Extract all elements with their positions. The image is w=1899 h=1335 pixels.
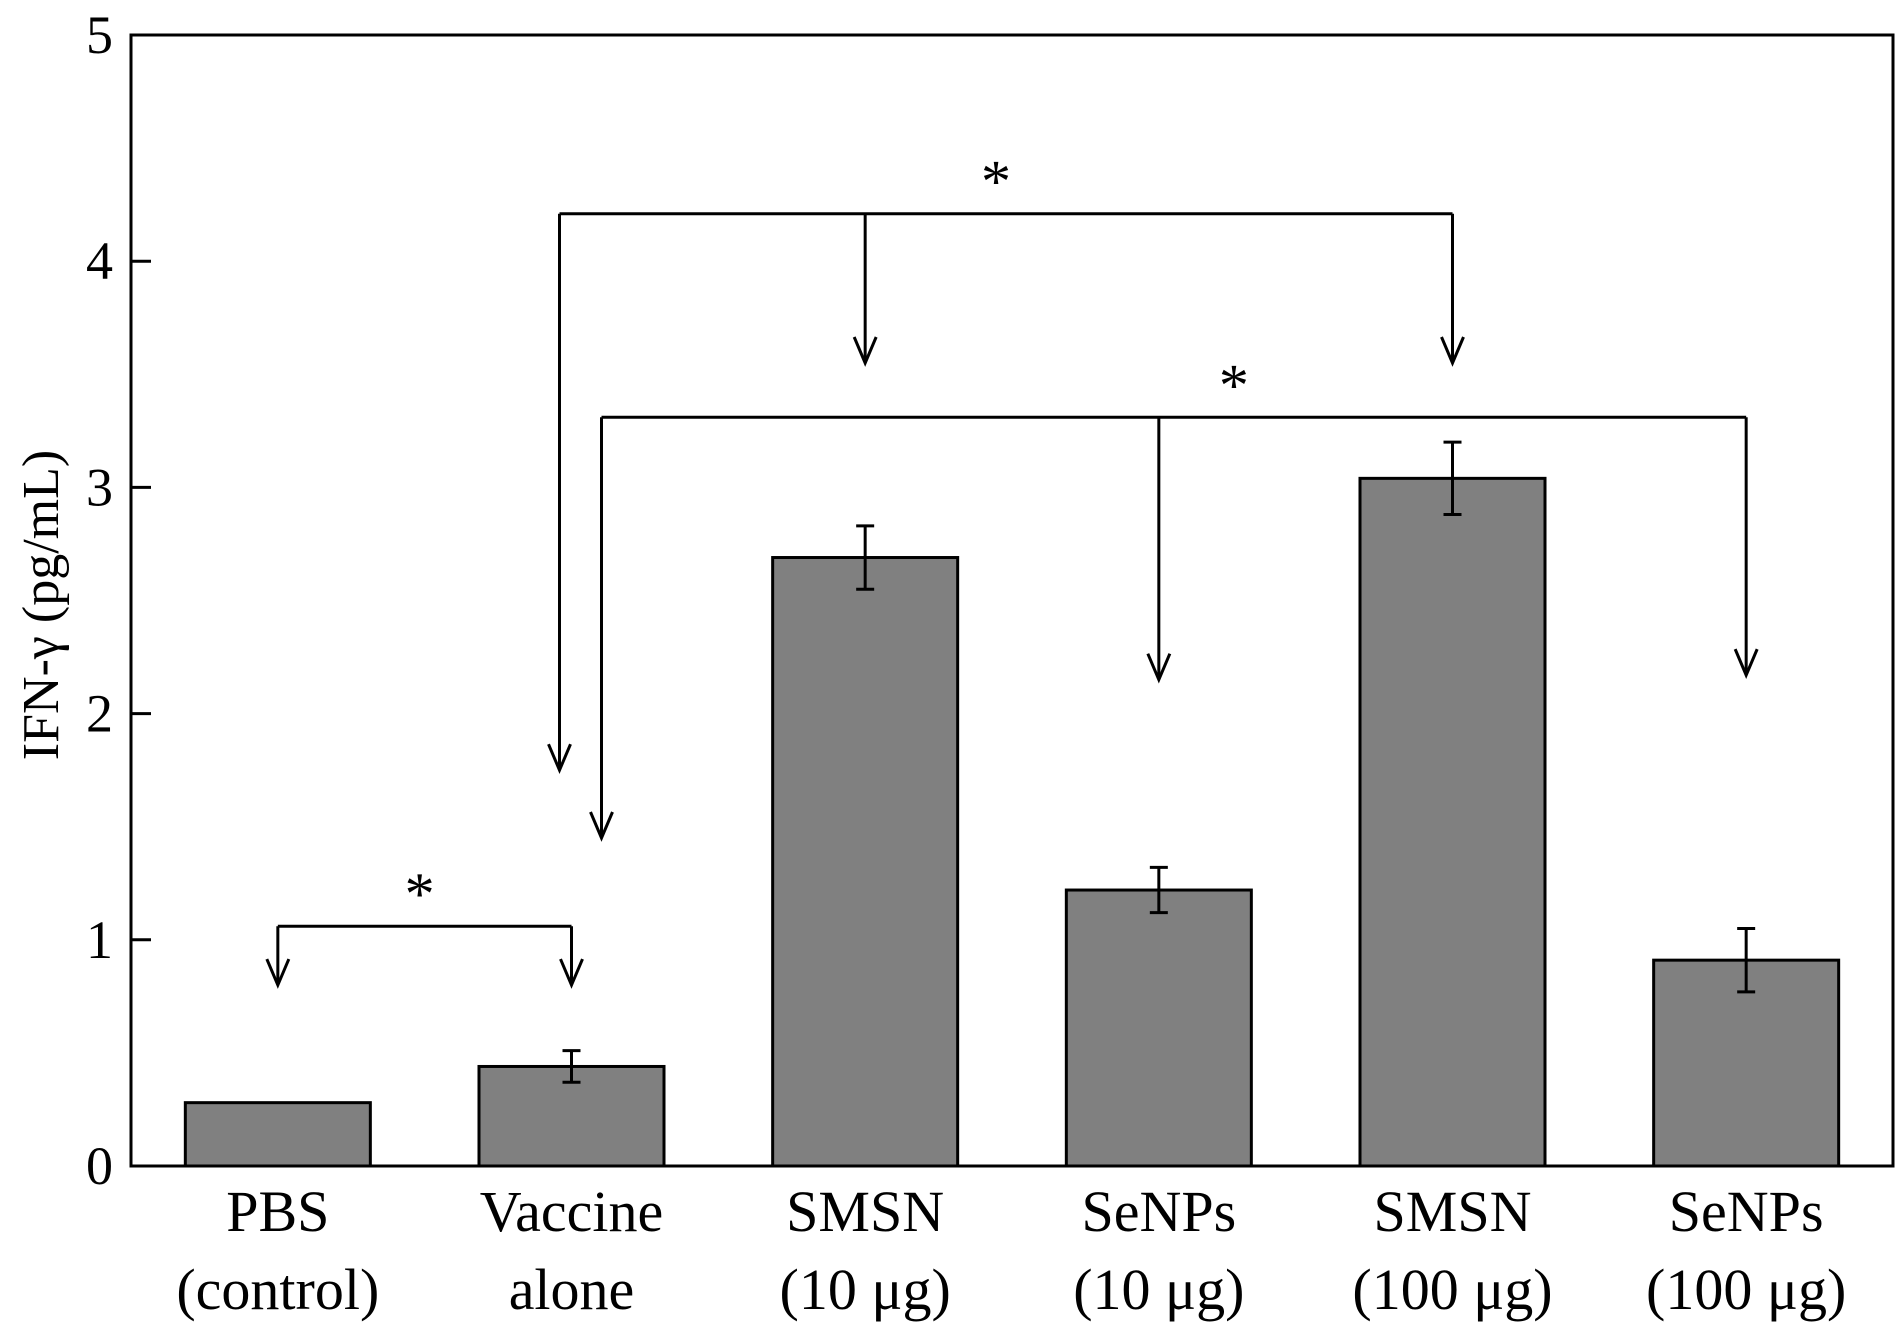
bar — [183, 1101, 372, 1168]
y-tick-label: 1 — [86, 910, 113, 970]
x-tick-label: (10 μg) — [1073, 1257, 1244, 1322]
significance-brackets: * * * — [265, 149, 1759, 989]
y-tick-label: 0 — [86, 1136, 113, 1196]
significance-star: * — [1219, 352, 1249, 418]
x-axis: PBS (control) Vaccine alone SMSN (10 μg) SeNPs… — [176, 1179, 1846, 1322]
x-tick-label: (control) — [176, 1257, 379, 1322]
significance-star: * — [981, 149, 1011, 215]
plot-frame — [129, 33, 1895, 1168]
x-tick-label: (10 μg) — [780, 1257, 951, 1322]
x-tick-label: SeNPs — [1081, 1179, 1236, 1244]
x-tick-label: SMSN — [1374, 1179, 1532, 1244]
x-tick-label: alone — [509, 1257, 635, 1322]
arrowhead — [1733, 648, 1759, 679]
x-tick-label: SeNPs — [1669, 1179, 1824, 1244]
arrowhead — [852, 336, 878, 367]
arrowhead — [1146, 653, 1172, 684]
plot-area — [129, 33, 1895, 1168]
bar — [1358, 476, 1547, 1168]
arrowhead — [589, 811, 614, 842]
bars — [183, 440, 1841, 1168]
y-tick-label: 4 — [86, 231, 113, 291]
significance-star: * — [405, 861, 435, 927]
x-tick-label: SMSN — [786, 1179, 944, 1244]
arrowhead — [265, 958, 291, 989]
bar — [771, 556, 960, 1168]
x-tick-label: Vaccine — [480, 1179, 664, 1244]
arrowhead — [559, 958, 584, 989]
y-axis: 0 1 2 3 4 5 — [86, 5, 151, 1196]
x-tick-label: PBS — [226, 1179, 329, 1244]
y-tick-label: 2 — [86, 684, 113, 744]
bar — [1064, 888, 1253, 1168]
y-axis-title: IFN-γ (pg/mL) — [13, 450, 70, 760]
x-tick-label: (100 μg) — [1646, 1257, 1846, 1322]
y-tick-label: 5 — [86, 5, 113, 65]
arrowhead — [1440, 336, 1465, 367]
y-tick-label: 3 — [86, 457, 113, 517]
x-tick-label: (100 μg) — [1352, 1257, 1552, 1322]
arrowhead — [547, 743, 572, 774]
